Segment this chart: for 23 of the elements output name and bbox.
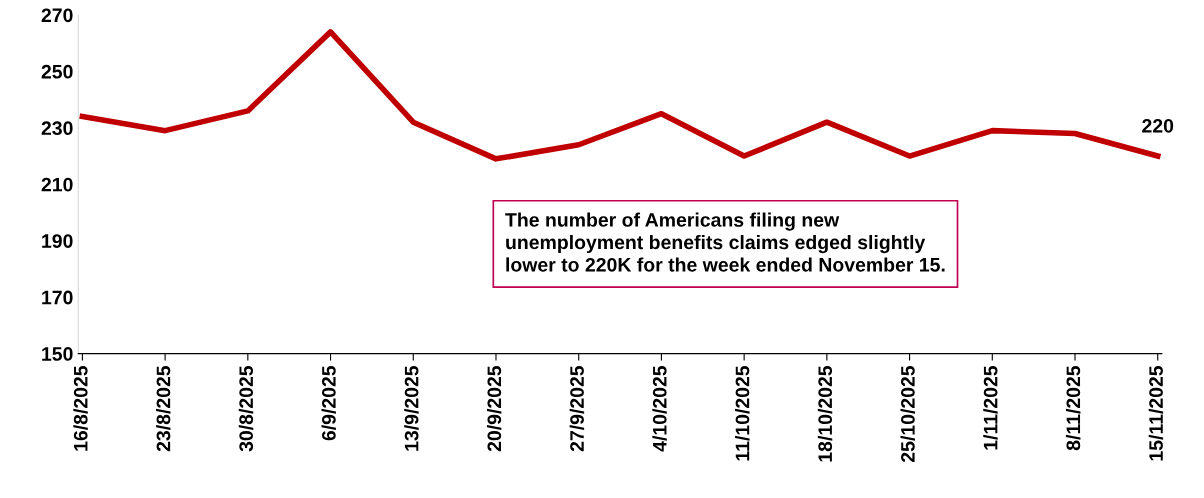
x-tick-label: 15/11/2025 [1148,365,1164,461]
data-label: 220 [1142,118,1174,133]
x-tick-label: 11/10/2025 [735,365,750,461]
y-tick-label: 170 [42,290,73,305]
y-tick-label: 210 [41,177,73,192]
annotation: The number of Americans filing new unemployment benefits claims edged slightly lower to 220K for the week ended November 15. [505,212,945,272]
x-tick-label: 27/9/2025 [569,365,585,452]
y-tick-label: 150 [42,347,73,361]
x-tick-label: 18/10/2025 [817,365,833,462]
y-tick-label: 230 [41,121,73,136]
y-tick-label: 270 [41,8,73,23]
y-tick-label: 190 [42,234,73,248]
y-tick-label: 250 [41,64,73,79]
x-tick-label: 13/9/2025 [404,365,419,451]
x-tick-label: 25/10/2025 [900,365,915,463]
x-tick-label: 8/11/2025 [1065,365,1081,451]
x-tick-label: 1/11/2025 [983,365,998,450]
x-tick-label: 4/10/2025 [652,365,667,452]
x-tick-label: 23/8/2025 [156,365,171,452]
x-tick-label: 6/9/2025 [321,365,336,441]
x-tick-label: 20/9/2025 [486,365,502,452]
x-tick-label: 16/8/2025 [73,365,88,451]
x-tick-label: 30/8/2025 [238,365,254,452]
